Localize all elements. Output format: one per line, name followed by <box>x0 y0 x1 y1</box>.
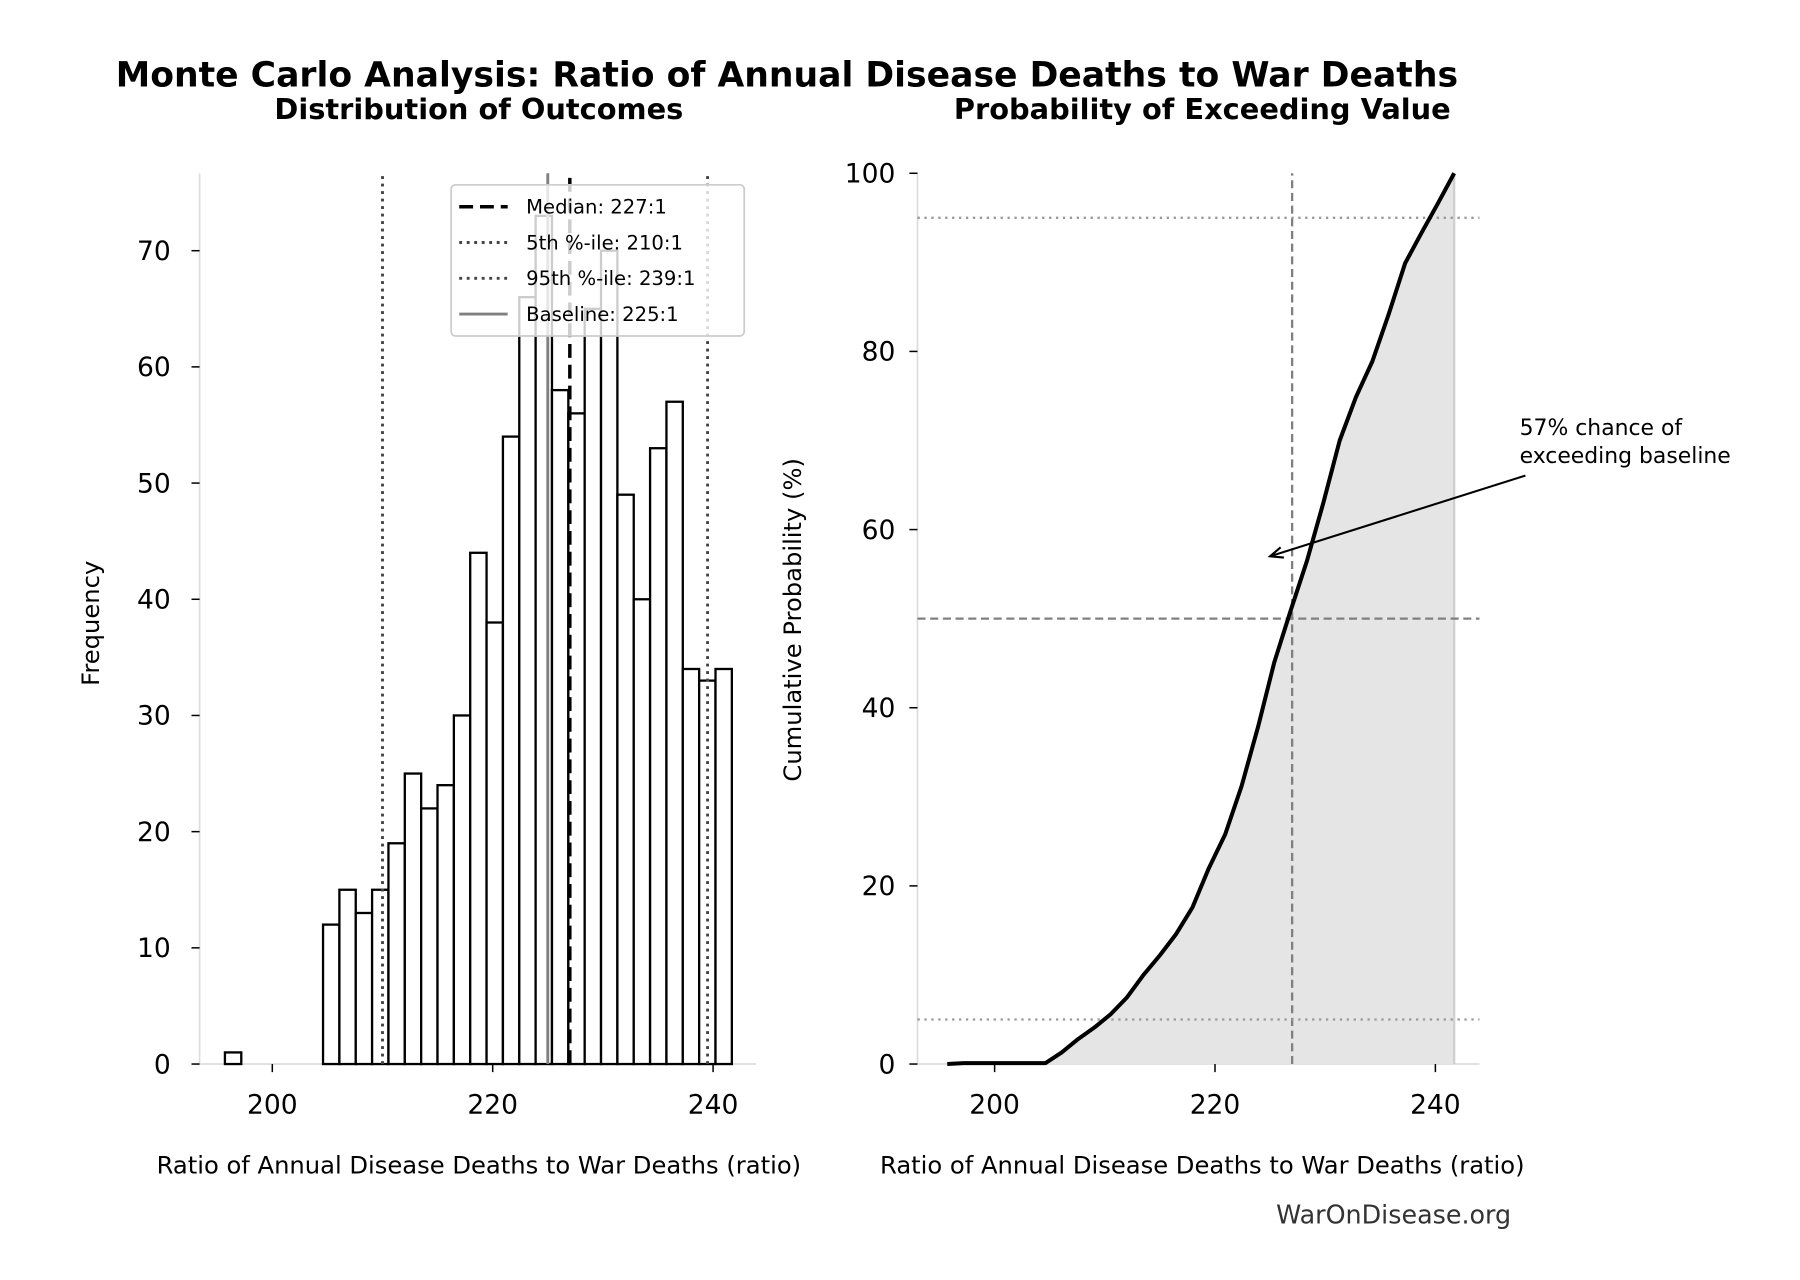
cdf-fill-area <box>947 173 1455 1065</box>
annotation-arrow <box>1269 474 1526 558</box>
histogram-y-tick-label: 20 <box>137 817 171 848</box>
legend-box <box>450 183 746 337</box>
legend-p95: 95th %-ile: 239:1 <box>526 267 695 290</box>
histogram-x-tick-label: 200 <box>247 1090 298 1121</box>
histogram-title: Distribution of Outcomes <box>274 92 683 126</box>
annotation: 57% chance of exceeding baseline <box>1267 416 1731 559</box>
cdf-x-tick-label: 220 <box>1190 1090 1241 1121</box>
histogram-bar <box>583 307 603 1066</box>
histogram-bar <box>599 249 619 1066</box>
histogram-bar <box>403 772 423 1066</box>
histogram-bar <box>534 214 554 1066</box>
watermark: WarOnDisease.org <box>1276 1199 1511 1229</box>
histogram-bar <box>518 296 537 1066</box>
histogram-bar <box>681 667 701 1066</box>
cdf-title: Probability of Exceeding Value <box>954 92 1451 126</box>
histogram-bar <box>387 842 406 1066</box>
legend-p5: 5th %-ile: 210:1 <box>526 231 683 254</box>
cdf-y-tick-label: 40 <box>862 693 896 724</box>
histogram-y-tick-label: 0 <box>154 1049 171 1080</box>
cdf-y-tick-label: 80 <box>862 337 896 368</box>
histogram-bar <box>501 435 521 1066</box>
histogram-bar <box>632 598 652 1066</box>
histogram-bar <box>354 911 374 1066</box>
histogram-y-tick-label: 40 <box>137 585 171 616</box>
histogram-bar <box>420 807 439 1066</box>
histogram-y-tick-label: 30 <box>137 701 171 732</box>
histogram-y-tick-label: 50 <box>137 468 171 499</box>
histogram-bar <box>648 447 668 1066</box>
cdf-line <box>947 172 1456 1067</box>
histogram-bar <box>616 493 635 1066</box>
histogram-bar <box>714 667 734 1066</box>
histogram-bar <box>370 888 390 1066</box>
cdf-x-tick-label: 200 <box>969 1090 1020 1121</box>
cdf-y-tick-label: 60 <box>862 515 896 546</box>
cdf-x-tick-label: 240 <box>1410 1090 1461 1121</box>
annotation-line2: exceeding baseline <box>1520 444 1731 469</box>
histogram-panel: 200 220 240 0 10 20 30 40 50 60 70 <box>137 173 757 1121</box>
histogram-bar <box>665 400 684 1066</box>
histogram-bar <box>436 784 456 1066</box>
cdf-y-tick-label: 20 <box>862 871 896 902</box>
histogram-bar <box>550 388 570 1066</box>
histogram-bar <box>485 621 505 1066</box>
annotation-arrowhead <box>1267 546 1284 559</box>
histogram-bar <box>338 888 357 1066</box>
legend: Median: 227:1 5th %-ile: 210:1 95th %-il… <box>450 183 746 337</box>
cdf-y-label: Cumulative Probability (%) <box>779 458 807 782</box>
histogram-bar <box>223 1051 243 1066</box>
legend-median: Median: 227:1 <box>526 196 667 219</box>
figure-title: Monte Carlo Analysis: Ratio of Annual Di… <box>116 56 1458 96</box>
histogram-x-label: Ratio of Annual Disease Deaths to War De… <box>157 1152 802 1180</box>
histogram-bar <box>452 714 472 1066</box>
histogram-bar <box>697 679 717 1066</box>
histogram-y-label: Frequency <box>77 561 105 686</box>
histogram-x-tick-label: 220 <box>467 1090 518 1121</box>
cdf-x-label: Ratio of Annual Disease Deaths to War De… <box>880 1152 1525 1180</box>
cdf-y-tick-label: 100 <box>845 159 896 190</box>
cdf-y-tick-label: 0 <box>879 1049 896 1080</box>
histogram-y-tick-label: 70 <box>137 236 171 267</box>
histogram-y-tick-label: 60 <box>137 352 171 383</box>
annotation-line1: 57% chance of <box>1520 416 1684 441</box>
histogram-bar <box>321 923 341 1066</box>
histogram-x-tick-label: 240 <box>688 1090 739 1121</box>
histogram-bar <box>469 551 488 1066</box>
histogram-y-tick-label: 10 <box>137 933 171 964</box>
legend-baseline: Baseline: 225:1 <box>526 303 679 326</box>
cdf-panel: 200 220 240 0 20 40 60 80 100 <box>845 159 1480 1121</box>
